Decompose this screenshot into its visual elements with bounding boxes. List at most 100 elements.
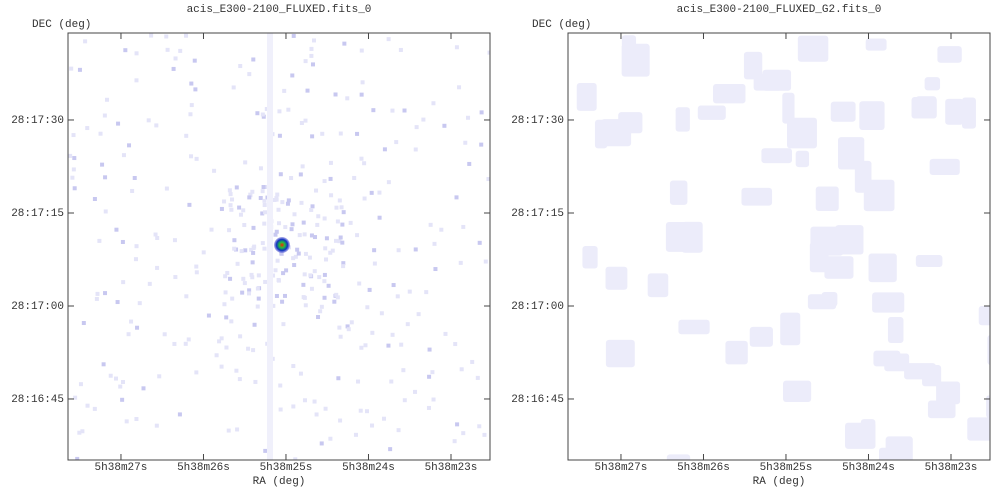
pixel [281,271,286,276]
pixel [102,113,107,118]
image-panel: acis_E300-2100_FLUXED.fits_0 DEC (deg) RA … [11,4,491,488]
pixel [177,412,182,417]
pixel [173,56,178,61]
pixel [298,371,303,376]
pixel [461,431,466,436]
pixel [328,436,333,441]
x-tick-label: 5h38m23s [925,462,978,474]
pixel [300,164,305,169]
pixel [115,300,120,305]
pixel [164,186,169,191]
pixel [263,210,268,215]
pixel [863,179,895,212]
pixel [251,348,256,353]
pixel [154,123,159,128]
pixel [338,418,343,423]
pixel [581,89,594,108]
pixel [333,92,338,97]
x-tick-label: 5h38m26s [177,462,230,474]
pixel [248,193,253,198]
pixel [241,276,246,281]
pixel [153,232,158,237]
pixel [336,376,341,381]
pixel [277,109,282,114]
pixel [320,131,325,136]
pixel [235,261,240,266]
pixel [283,225,288,230]
pixel [868,253,897,283]
pixel [133,257,138,262]
pixel [414,125,419,130]
pixel [329,193,334,198]
x-tick-label: 5h38m25s [260,462,313,474]
pixel [837,137,865,170]
pixel [260,189,265,194]
y-tick-label: 28:16:45 [11,394,64,406]
pixel [426,405,431,410]
pixel [172,341,177,346]
pixel [228,203,233,208]
pixel [264,106,269,111]
x-tick-label: 5h38m27s [595,462,648,474]
pixel [377,215,382,220]
pixel [194,264,199,269]
pixel [360,80,365,85]
pixel [340,222,345,227]
pixel [184,294,189,299]
pixel [795,150,810,168]
pixel [457,85,462,90]
pixel [217,339,222,344]
pixel [308,273,313,278]
pixel [274,293,279,298]
pixel [312,399,317,404]
pixel [359,156,364,161]
pixel [275,258,280,263]
pixel [345,324,350,329]
pixel [367,287,372,292]
pixel [466,115,471,120]
pixel [227,188,232,193]
pixel [274,196,279,201]
pixel [388,447,393,452]
pixel [69,66,74,71]
pixel [359,345,364,350]
pixel [224,345,229,350]
pixel [242,223,247,228]
pixel [291,404,296,409]
pixel [271,303,276,308]
pixel [783,380,812,403]
pixel [830,101,856,122]
pixel [290,222,295,227]
pixel [172,238,177,243]
pixel [129,319,134,324]
pixel [413,247,418,252]
pixel [927,400,956,419]
pixel [291,364,296,369]
pixel [346,327,351,332]
y-tick-label: 28:17:15 [511,208,564,220]
pixel [222,302,227,307]
pixel [390,108,395,113]
pixel [73,395,78,400]
pixel [262,198,267,203]
pixel [382,416,387,421]
pixel [911,96,937,119]
pixel [278,407,283,412]
pixel [279,251,284,256]
pixel [453,342,458,347]
pixel [797,35,829,62]
pixel [442,123,447,128]
pixel [386,343,391,348]
pixel [337,198,342,203]
pixel [277,133,282,138]
pixel [146,118,151,123]
pixel [382,147,387,152]
pixel [821,291,838,307]
pixel [391,283,396,288]
pixel [341,264,346,269]
pixel [316,214,321,219]
pixel [282,293,287,298]
pixel [413,389,418,394]
pixel [250,189,255,194]
pixel [405,322,410,327]
